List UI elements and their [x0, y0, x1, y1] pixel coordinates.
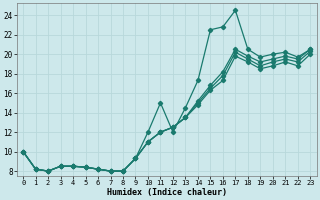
X-axis label: Humidex (Indice chaleur): Humidex (Indice chaleur) [107, 188, 227, 197]
